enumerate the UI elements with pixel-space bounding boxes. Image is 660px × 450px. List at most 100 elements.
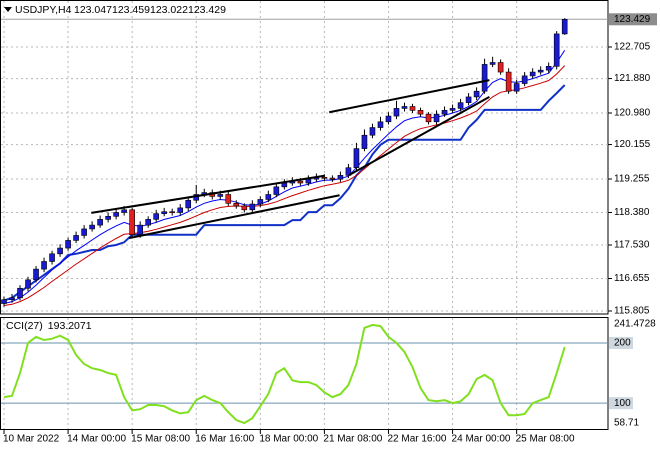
indicator-tick-label: 58.71 [614, 418, 639, 429]
candle-body [457, 102, 464, 109]
candle-body [217, 194, 224, 197]
last-high: 123.459 [112, 4, 150, 16]
candle-body [89, 224, 95, 230]
candle-body [481, 64, 488, 92]
candle-body [465, 96, 472, 103]
indicator-tick-label: 241.4728 [614, 319, 656, 330]
y-tick-label: 120.980 [614, 108, 651, 119]
candle-body [1, 299, 7, 304]
candle-body [361, 134, 368, 149]
indicator-line [3, 323, 566, 425]
level-box [609, 397, 633, 410]
candle-body [505, 71, 512, 92]
candle-body [105, 216, 111, 220]
grid-layer [1, 1, 612, 434]
overlay-line [3, 65, 566, 306]
candle-body [97, 219, 103, 226]
y-tick-label: 117.530 [614, 240, 650, 251]
marks-layer [1, 18, 568, 425]
x-tick-label: 21 Mar 08:00 [323, 434, 382, 445]
candle-body [329, 177, 336, 180]
trendline [128, 194, 340, 240]
candle-body [497, 62, 504, 73]
candle-body [489, 62, 496, 65]
candle-body [225, 194, 232, 204]
y-tick-label: 119.255 [614, 174, 650, 185]
candle-body [113, 212, 119, 217]
candle-body [137, 224, 143, 235]
candle-body [33, 268, 39, 281]
candle-body [41, 261, 47, 270]
candle-body [401, 106, 408, 109]
candle-body [17, 287, 23, 299]
overlay-line [3, 50, 566, 304]
candle-body [385, 115, 392, 123]
candle-body [9, 297, 15, 301]
level-label: 100 [614, 398, 631, 409]
y-tick-label: 116.655 [614, 273, 650, 284]
candle-body [433, 113, 440, 123]
candle-body [537, 69, 544, 73]
level-box [609, 336, 633, 349]
candle-body [65, 240, 71, 249]
last-open: 123.047 [74, 4, 112, 16]
candle-body [49, 253, 55, 262]
candle-body [257, 199, 264, 205]
candle-body [273, 186, 280, 195]
candle-body [377, 121, 384, 128]
candle-body [449, 108, 456, 111]
candle-body [561, 18, 568, 35]
candle-body [185, 199, 192, 209]
trendline [329, 79, 490, 114]
candle-body [121, 209, 127, 213]
candle-body [393, 108, 400, 117]
x-tick-label: 15 Mar 08:00 [131, 434, 190, 445]
indicator-name: CCI(27) [6, 320, 43, 332]
trendline [348, 96, 490, 176]
candle-body [441, 110, 448, 115]
x-tick-label: 10 Mar 2022 [3, 434, 60, 445]
indicator-value: 193.2071 [48, 320, 92, 332]
y-tick-label: 121.880 [614, 73, 651, 84]
main-frame [0, 0, 609, 315]
last-close: 123.429 [188, 4, 226, 16]
candle-body [353, 148, 360, 169]
candle-body [417, 110, 424, 115]
indicator-frame [0, 317, 609, 430]
y-tick-label: 115.805 [614, 306, 650, 317]
labels-layer: USDJPY,H4 123.047 123.459 123.022 123.42… [3, 4, 657, 445]
candle-body [473, 90, 480, 98]
trendline [91, 174, 325, 214]
candle-body [297, 180, 304, 184]
candle-body [521, 75, 528, 84]
candle-body [161, 211, 167, 214]
candle-body [249, 203, 256, 211]
level-label: 200 [614, 338, 631, 349]
candle-body [345, 167, 352, 176]
candle-body [81, 228, 87, 236]
candle-body [545, 66, 552, 71]
last-low: 123.022 [150, 4, 188, 16]
candle-body [153, 213, 159, 220]
candle-body [233, 203, 240, 207]
candle-body [337, 175, 344, 180]
candle-body [265, 194, 272, 200]
price-box [609, 13, 657, 26]
candle-body [177, 207, 184, 213]
candle-body [57, 247, 63, 255]
candle-body [169, 211, 176, 214]
x-tick-label: 22 Mar 16:00 [387, 434, 446, 445]
candle-body [513, 83, 520, 92]
candle-body [425, 113, 432, 123]
candle-body [529, 71, 536, 77]
x-tick-label: 18 Mar 00:00 [259, 434, 318, 445]
candle-body [241, 205, 248, 211]
candle-body [409, 106, 416, 111]
x-tick-label: 16 Mar 16:00 [195, 434, 254, 445]
candle-body [73, 235, 79, 241]
candle-body [553, 33, 560, 67]
candle-body [129, 209, 135, 235]
